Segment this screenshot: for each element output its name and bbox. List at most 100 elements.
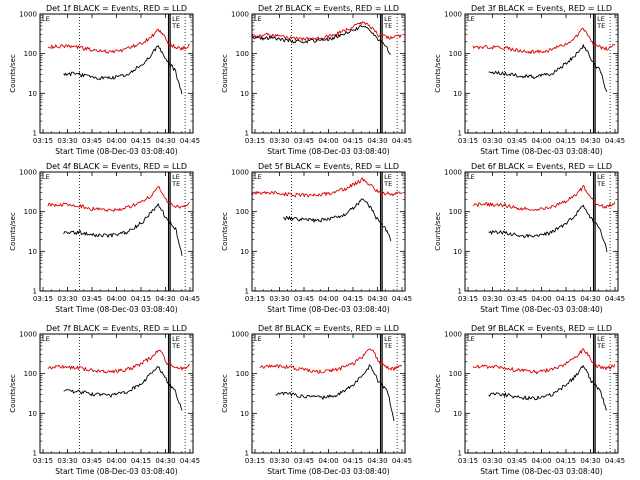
x-axis-label: Start Time (08-Dec-03 03:08:40) [55,147,177,156]
x-axis-label: Start Time (08-Dec-03 03:08:40) [267,467,389,476]
series-events-line [251,24,392,55]
y-axis-label: Counts/sec [434,374,442,413]
x-tick-label: 04:45 [605,457,625,465]
y-tick-label: 100 [236,370,249,378]
x-tick-label: 04:30 [367,295,387,303]
marker-label-le: LE [384,335,392,343]
series-events-line [63,203,183,256]
marker-label-le: LE [467,173,475,181]
series-events-line [283,198,392,242]
x-tick-label: 04:15 [556,457,576,465]
y-axis-label: Counts/sec [221,374,229,413]
x-tick-label: 04:00 [106,295,126,303]
y-tick-label: 100 [449,208,462,216]
y-tick-label: 1000 [231,169,249,177]
marker-label-le: LE [467,15,475,23]
plot-frame [251,333,406,454]
y-tick-label: 1 [458,450,462,458]
y-axis-label: Counts/sec [9,212,17,251]
y-tick-label: 1 [33,130,37,138]
x-tick-label: 04:30 [580,137,600,145]
panel-title: Det 3f BLACK = Events, RED = LLD [471,4,612,13]
series-events-line [275,364,395,422]
x-tick-label: 04:45 [180,457,200,465]
y-tick-label: 1 [33,288,37,296]
panel-title: Det 2f BLACK = Events, RED = LLD [258,4,399,13]
marker-label-le: LE [172,173,180,181]
y-tick-label: 100 [449,370,462,378]
x-tick-label: 03:30 [482,137,502,145]
x-tick-label: 03:30 [269,457,289,465]
marker-label-le: LE [467,335,475,343]
detector-panel-1: Det 1f BLACK = Events, RED = LLD Counts/s… [9,4,200,156]
marker-label-le: LE [254,173,262,181]
x-tick-label: 04:15 [556,295,576,303]
marker-label-te: TE [383,22,392,30]
y-tick-label: 1000 [19,331,37,339]
x-tick-label: 04:15 [343,457,363,465]
x-axis-label: Start Time (08-Dec-03 03:08:40) [267,305,389,314]
y-tick-label: 10 [28,248,37,256]
panel-title: Det 1f BLACK = Events, RED = LLD [46,4,187,13]
y-tick-label: 10 [28,410,37,418]
marker-label-te: TE [171,342,180,350]
x-tick-label: 04:00 [318,137,338,145]
plot-frame [464,333,619,454]
x-tick-label: 04:45 [180,137,200,145]
x-tick-label: 03:15 [458,137,478,145]
y-tick-label: 10 [453,90,462,98]
y-axis-label: Counts/sec [9,374,17,413]
y-tick-label: 10 [240,90,249,98]
plot-frame [39,13,194,134]
x-tick-label: 03:45 [82,295,102,303]
y-tick-label: 100 [236,208,249,216]
x-tick-label: 04:30 [155,295,175,303]
marker-label-te: TE [596,342,605,350]
x-tick-label: 04:00 [318,295,338,303]
marker-label-le: LE [42,173,50,181]
marker-label-le: LE [42,15,50,23]
marker-label-te: TE [383,180,392,188]
y-tick-label: 1 [33,450,37,458]
y-axis-label: Counts/sec [221,54,229,93]
x-tick-label: 04:45 [605,137,625,145]
x-axis-label: Start Time (08-Dec-03 03:08:40) [55,467,177,476]
marker-label-le: LE [172,15,180,23]
y-tick-label: 1 [458,130,462,138]
x-tick-label: 03:45 [507,295,527,303]
marker-label-te: TE [383,342,392,350]
x-tick-label: 04:45 [392,137,412,145]
y-tick-label: 1000 [19,11,37,19]
y-axis-label: Counts/sec [9,54,17,93]
y-tick-label: 1000 [444,11,462,19]
detector-panel-2: Det 2f BLACK = Events, RED = LLD Counts/s… [221,4,412,156]
x-tick-label: 04:15 [131,457,151,465]
series-lld-line [251,21,402,42]
x-tick-label: 04:15 [131,295,151,303]
y-tick-label: 100 [24,370,37,378]
x-tick-label: 04:00 [531,457,551,465]
marker-label-le: LE [597,173,605,181]
marker-label-le: LE [384,15,392,23]
panel-title: Det 5f BLACK = Events, RED = LLD [258,162,399,171]
x-axis-label: Start Time (08-Dec-03 03:08:40) [55,305,177,314]
x-tick-label: 03:45 [507,457,527,465]
x-tick-label: 04:00 [318,457,338,465]
x-tick-label: 04:00 [531,295,551,303]
x-tick-label: 03:30 [57,137,77,145]
x-tick-label: 03:15 [33,137,53,145]
x-tick-label: 03:15 [458,295,478,303]
x-tick-label: 03:45 [507,137,527,145]
x-tick-label: 04:15 [131,137,151,145]
x-tick-label: 04:15 [343,295,363,303]
x-tick-label: 03:15 [458,457,478,465]
series-lld-line [47,28,191,54]
y-tick-label: 100 [24,50,37,58]
x-tick-label: 03:30 [269,137,289,145]
x-tick-label: 04:45 [392,457,412,465]
marker-label-le: LE [597,15,605,23]
marker-label-te: TE [171,22,180,30]
x-axis-label: Start Time (08-Dec-03 03:08:40) [480,467,602,476]
x-tick-label: 03:30 [482,457,502,465]
plot-frame [251,171,406,292]
